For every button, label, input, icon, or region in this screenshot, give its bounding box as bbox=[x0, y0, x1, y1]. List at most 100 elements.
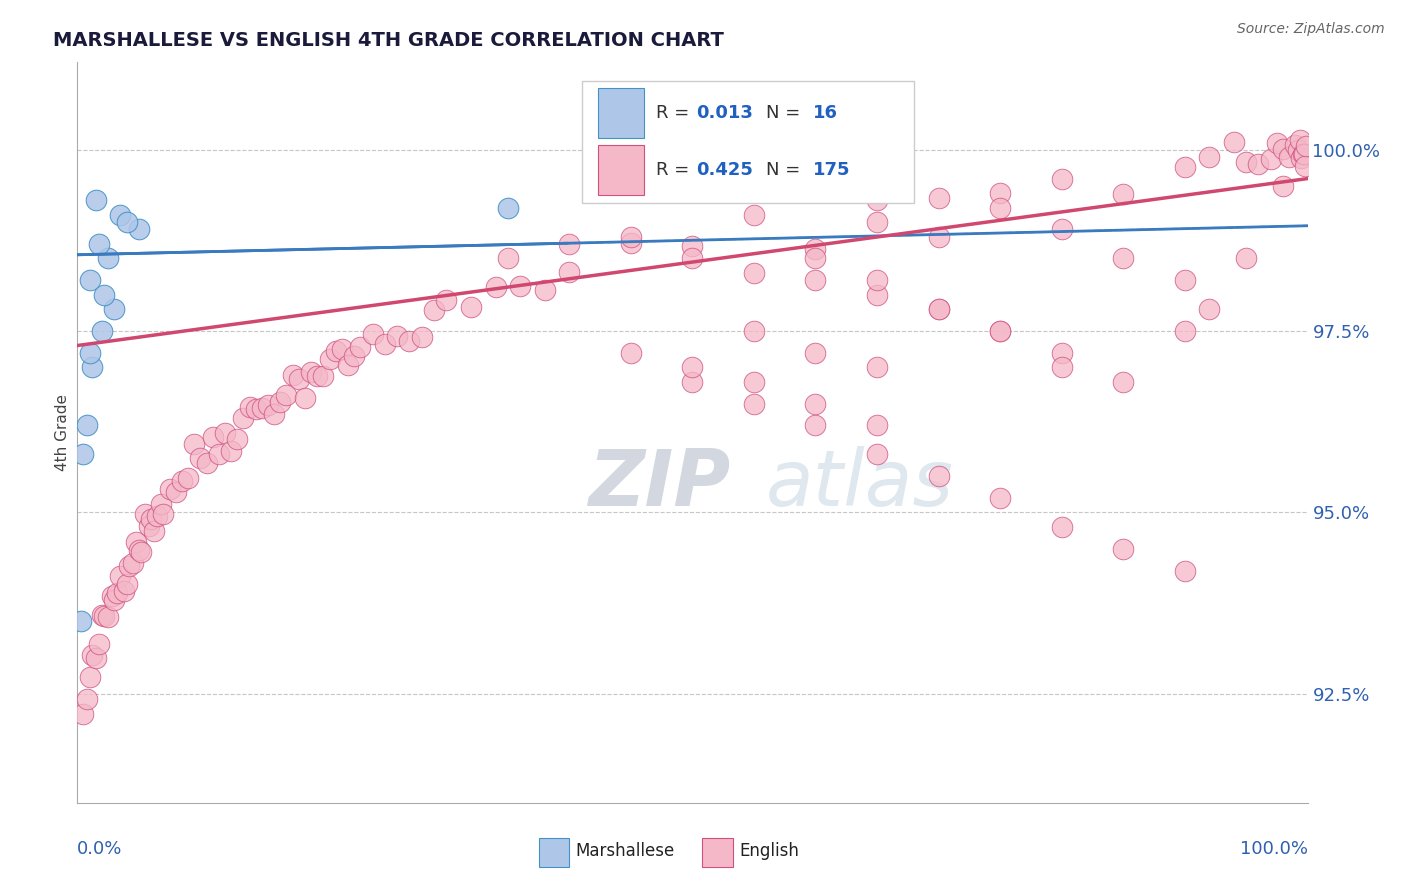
Point bbox=[1284, 138, 1306, 153]
Text: 0.013: 0.013 bbox=[696, 103, 754, 122]
Point bbox=[509, 279, 531, 293]
Point bbox=[97, 610, 120, 624]
Point bbox=[988, 324, 1011, 338]
Point bbox=[804, 242, 827, 256]
Point bbox=[142, 524, 165, 539]
Point bbox=[121, 556, 143, 570]
Point bbox=[1294, 159, 1316, 173]
Point bbox=[1198, 302, 1220, 317]
Point bbox=[269, 394, 291, 409]
Text: 16: 16 bbox=[813, 103, 838, 122]
Point bbox=[84, 651, 107, 665]
Text: 0.0%: 0.0% bbox=[77, 840, 122, 858]
Point bbox=[115, 576, 138, 591]
Point bbox=[79, 670, 101, 684]
Text: Marshallese: Marshallese bbox=[575, 842, 675, 860]
Point bbox=[436, 293, 458, 307]
Point bbox=[1247, 157, 1270, 171]
Point bbox=[361, 326, 384, 341]
Point bbox=[866, 287, 889, 301]
Point bbox=[312, 369, 335, 384]
Point bbox=[558, 265, 581, 279]
Point bbox=[866, 447, 889, 461]
Point bbox=[866, 273, 889, 287]
Point bbox=[866, 360, 889, 375]
Point bbox=[330, 342, 353, 356]
Point bbox=[93, 287, 115, 301]
Point bbox=[1272, 142, 1295, 156]
Bar bbox=[538, 838, 569, 867]
Point bbox=[125, 534, 148, 549]
Point bbox=[374, 337, 396, 351]
Point bbox=[276, 388, 298, 402]
Point bbox=[1292, 147, 1315, 161]
Point bbox=[534, 283, 557, 297]
Point bbox=[110, 569, 132, 583]
Point bbox=[742, 396, 765, 410]
Point bbox=[866, 215, 889, 229]
FancyBboxPatch shape bbox=[582, 81, 914, 203]
Point bbox=[1050, 345, 1073, 359]
Point bbox=[89, 236, 111, 251]
Text: atlas: atlas bbox=[766, 446, 955, 523]
Point bbox=[105, 586, 128, 600]
Point bbox=[742, 375, 765, 389]
Point bbox=[1260, 153, 1282, 167]
Text: 100.0%: 100.0% bbox=[1240, 840, 1308, 858]
Point bbox=[1174, 273, 1197, 287]
Point bbox=[804, 252, 827, 266]
Point bbox=[250, 401, 273, 415]
Text: 0.425: 0.425 bbox=[696, 161, 754, 178]
Point bbox=[928, 302, 950, 317]
Point bbox=[318, 351, 340, 366]
Point bbox=[1265, 136, 1288, 150]
Text: Source: ZipAtlas.com: Source: ZipAtlas.com bbox=[1237, 22, 1385, 37]
Point bbox=[1174, 564, 1197, 578]
Point bbox=[245, 401, 267, 416]
Point bbox=[1291, 151, 1313, 165]
Point bbox=[294, 391, 316, 405]
Point bbox=[76, 418, 98, 433]
Point bbox=[82, 360, 104, 375]
Point bbox=[1289, 133, 1312, 147]
Point bbox=[118, 558, 141, 573]
Point bbox=[1295, 139, 1317, 153]
Point bbox=[496, 201, 519, 215]
Point bbox=[281, 368, 304, 382]
Point bbox=[742, 324, 765, 338]
Point bbox=[129, 544, 153, 558]
Point bbox=[219, 444, 242, 458]
Point bbox=[1223, 135, 1246, 149]
Point bbox=[112, 584, 135, 599]
Point bbox=[1278, 150, 1301, 164]
Point bbox=[620, 235, 643, 250]
Point bbox=[988, 324, 1011, 338]
Bar bbox=[703, 838, 733, 867]
Text: ZIP: ZIP bbox=[588, 446, 730, 523]
Point bbox=[76, 691, 98, 706]
Point bbox=[1112, 186, 1135, 201]
Point bbox=[1050, 222, 1073, 236]
Point bbox=[128, 543, 150, 558]
Point bbox=[70, 615, 93, 629]
Point bbox=[1234, 155, 1257, 169]
Point bbox=[804, 273, 827, 287]
Text: R =: R = bbox=[655, 161, 695, 178]
Point bbox=[150, 497, 173, 511]
Point bbox=[188, 451, 212, 466]
Point bbox=[1112, 375, 1135, 389]
Point bbox=[1272, 178, 1295, 193]
Point bbox=[928, 469, 950, 483]
Point bbox=[988, 186, 1011, 200]
Point bbox=[1050, 172, 1073, 186]
Point bbox=[349, 340, 371, 354]
Point bbox=[682, 252, 704, 266]
Point bbox=[804, 396, 827, 410]
Point bbox=[988, 491, 1011, 505]
Point bbox=[928, 302, 950, 317]
Point bbox=[325, 344, 347, 359]
Point bbox=[1112, 252, 1135, 266]
Text: 175: 175 bbox=[813, 161, 851, 178]
Point bbox=[110, 208, 132, 222]
Point bbox=[928, 229, 950, 244]
